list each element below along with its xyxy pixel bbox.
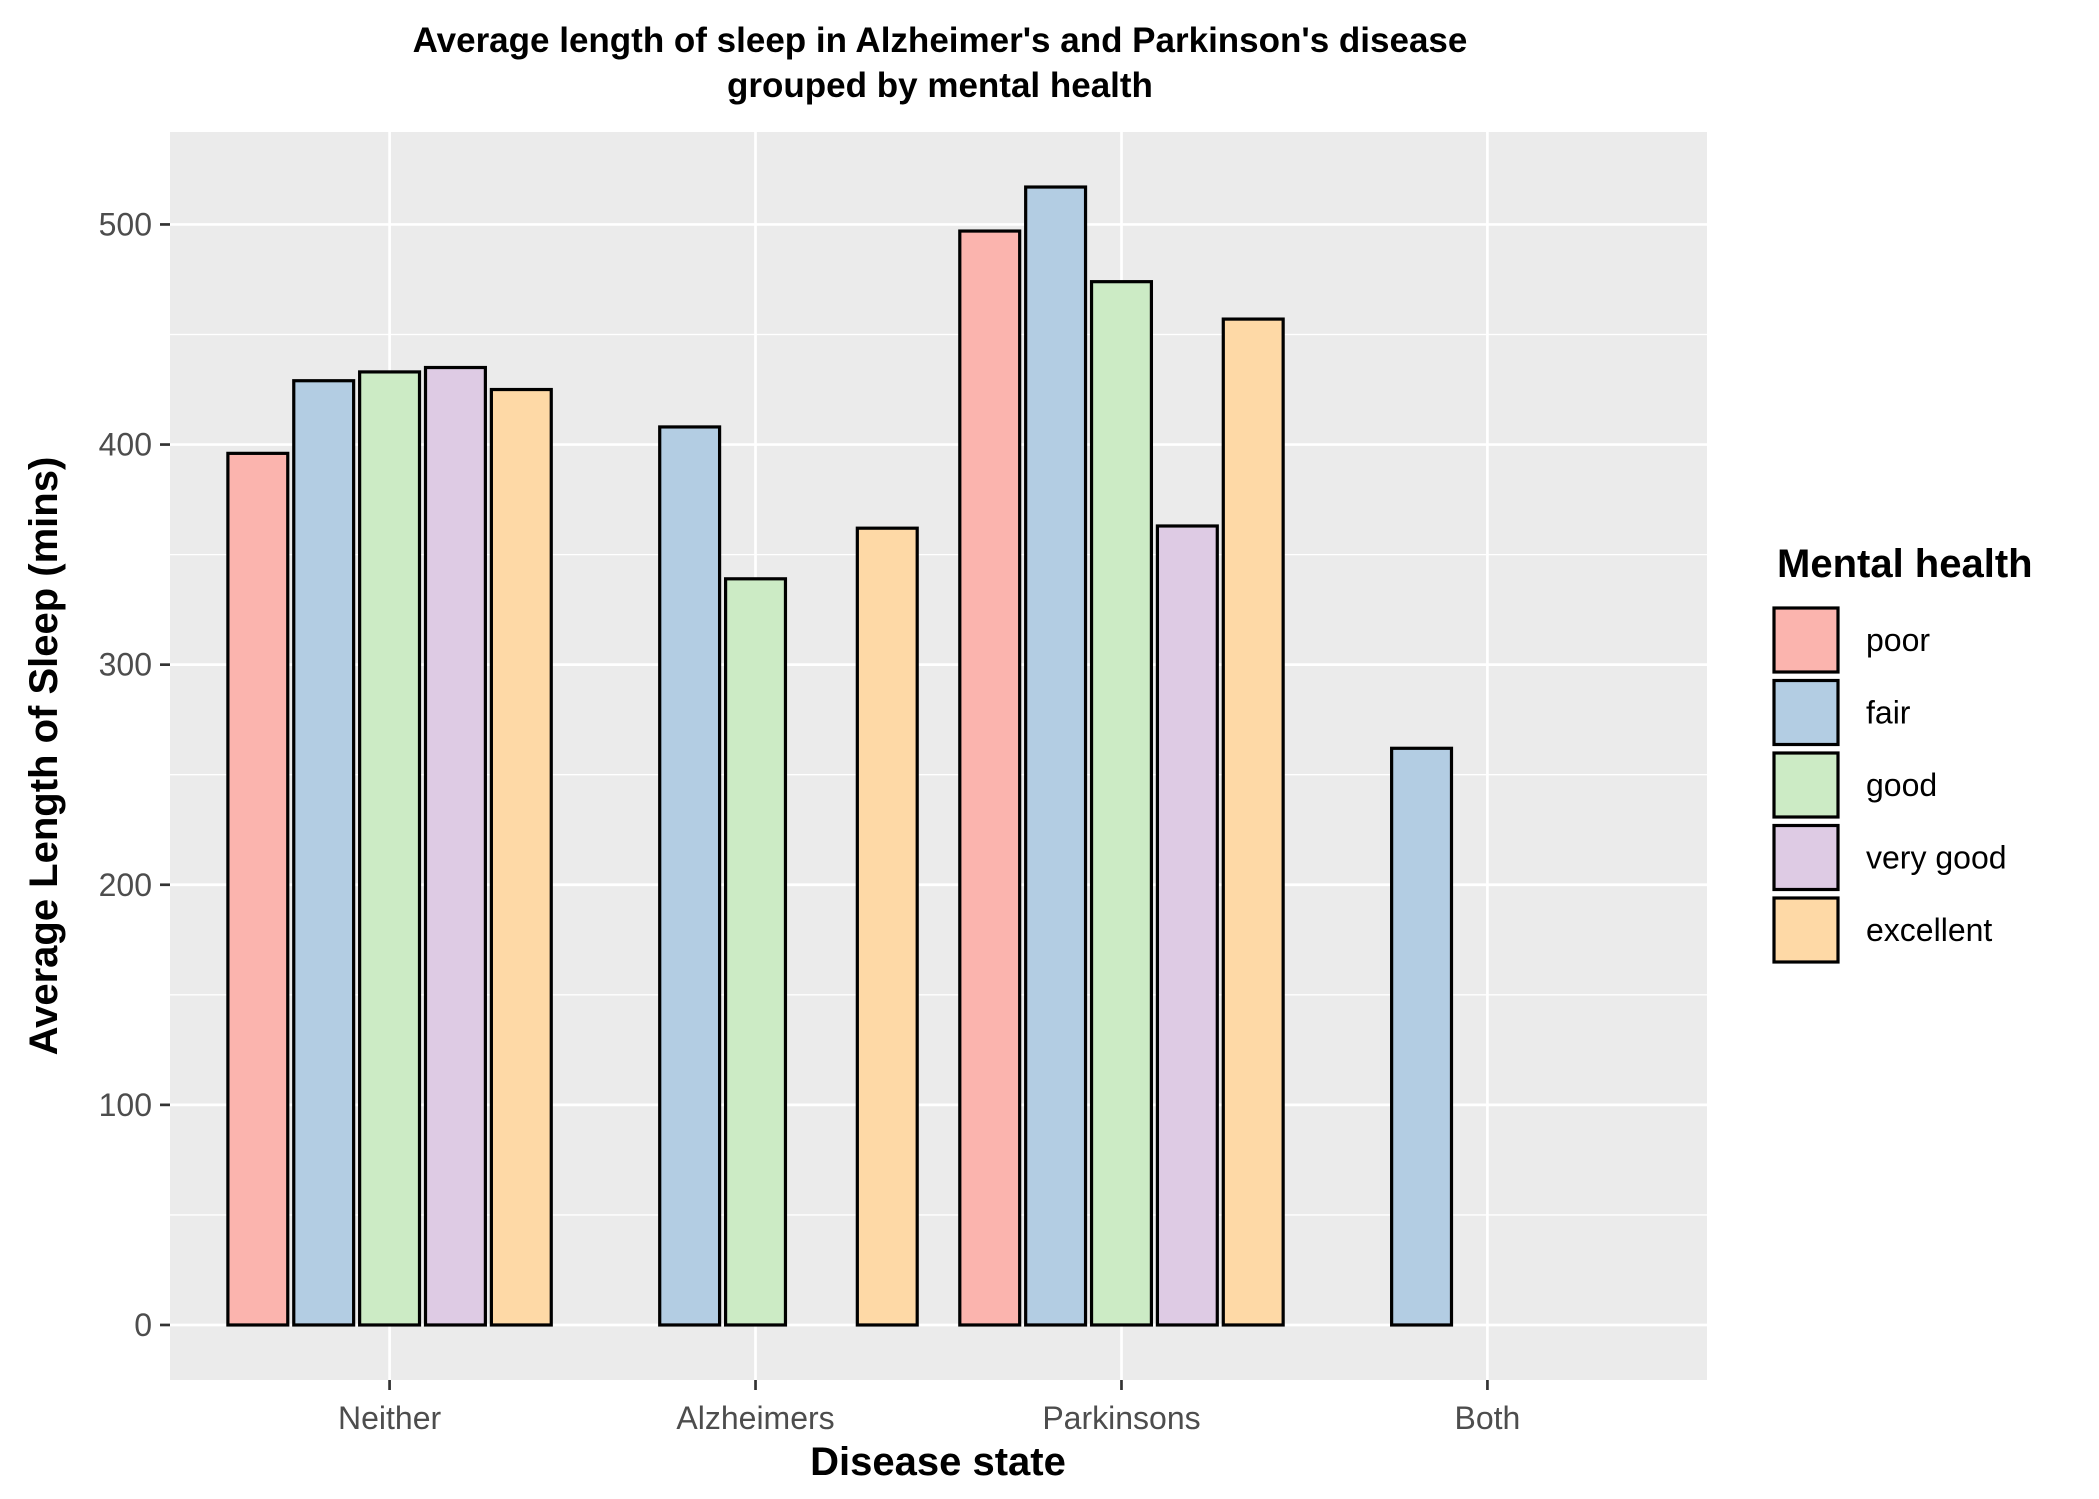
legend-label-excellent: excellent xyxy=(1866,912,1992,948)
legend-label-very-good: very good xyxy=(1866,840,2007,876)
bar-neither-good xyxy=(358,370,422,1327)
y-tick-label: 400 xyxy=(99,427,152,463)
bar-parkinsons-fair xyxy=(1024,185,1088,1327)
x-tick-label: Alzheimers xyxy=(676,1400,834,1436)
bar-parkinsons-poor xyxy=(958,229,1022,1327)
y-tick-label: 300 xyxy=(99,647,152,683)
legend-key-excellent xyxy=(1772,896,1840,964)
y-tick-label: 0 xyxy=(134,1307,152,1343)
legend-label-good: good xyxy=(1866,767,1937,803)
bar-both-fair xyxy=(1390,746,1454,1327)
legend-label-poor: poor xyxy=(1866,622,1930,658)
bar-parkinsons-excellent xyxy=(1221,317,1285,1327)
bar-neither-excellent xyxy=(489,387,553,1327)
x-tick-label: Parkinsons xyxy=(1042,1400,1200,1436)
y-tick-label: 200 xyxy=(99,867,152,903)
legend-items: poor fair good very good excellent xyxy=(1772,606,2007,964)
x-axis: Neither Alzheimers Parkinsons Both xyxy=(338,1380,1520,1436)
bar-alzheimers-fair xyxy=(658,425,722,1327)
chart-title-line-2: grouped by mental health xyxy=(727,66,1153,105)
legend: Mental health poor fair good very good excel… xyxy=(1772,542,2033,964)
y-axis-title: Average Length of Sleep (mins) xyxy=(22,457,66,1056)
bar-neither-poor xyxy=(226,451,290,1327)
legend-key-poor xyxy=(1772,606,1840,674)
x-tick-label: Neither xyxy=(338,1400,442,1436)
bars xyxy=(226,185,1454,1327)
x-tick-label: Both xyxy=(1455,1400,1521,1436)
bar-alzheimers-excellent xyxy=(855,526,919,1327)
legend-key-very-good xyxy=(1772,823,1840,892)
legend-key-good xyxy=(1772,751,1840,819)
bar-parkinsons-very-good xyxy=(1155,524,1219,1327)
bar-neither-very-good xyxy=(423,365,487,1327)
legend-label-fair: fair xyxy=(1866,695,1911,731)
legend-title: Mental health xyxy=(1777,542,2033,586)
y-tick-label: 100 xyxy=(99,1087,152,1123)
bar-neither-fair xyxy=(292,379,356,1327)
x-axis-title: Disease state xyxy=(810,1440,1066,1484)
bar-parkinsons-good xyxy=(1089,280,1154,1327)
y-axis: 0 100 200 300 400 500 xyxy=(99,206,170,1343)
legend-key-fair xyxy=(1772,678,1840,747)
bar-alzheimers-good xyxy=(723,577,788,1327)
y-tick-label: 500 xyxy=(99,206,152,242)
chart-title-line-1: Average length of sleep in Alzheimer's a… xyxy=(413,21,1468,60)
